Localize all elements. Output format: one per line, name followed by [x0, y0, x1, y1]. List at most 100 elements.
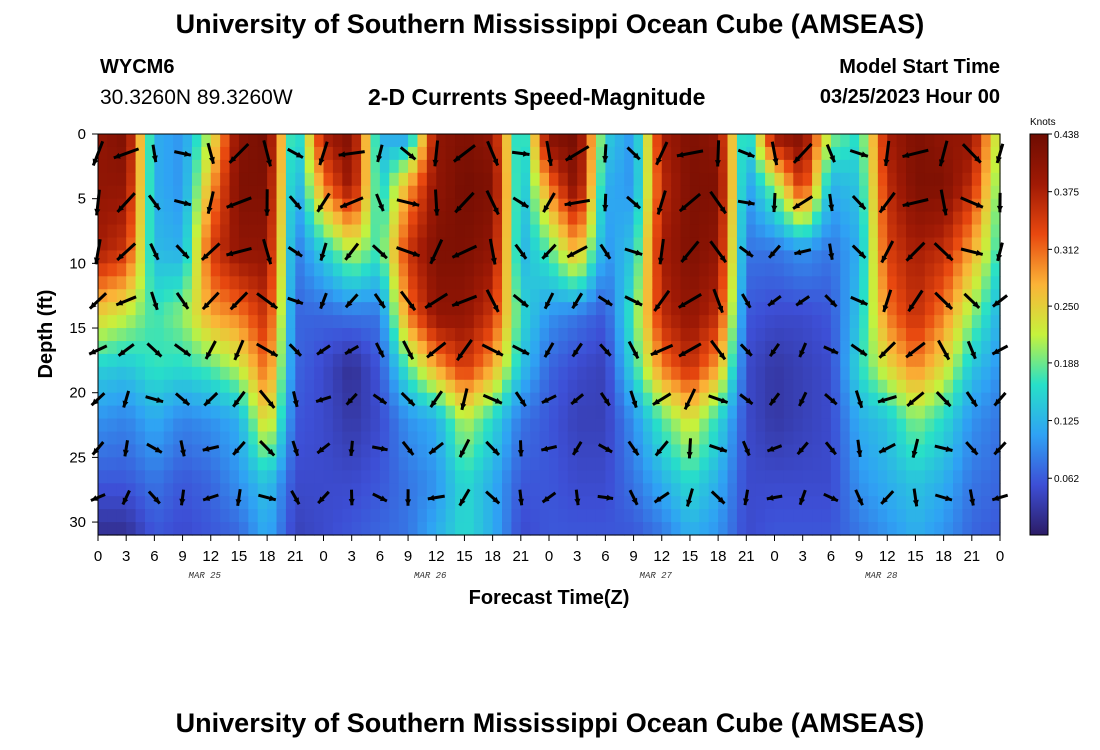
current-vector-arrow [574, 489, 581, 506]
heatmap-cell [793, 211, 804, 226]
heatmap-cell [887, 276, 898, 290]
heatmap-cell [304, 198, 315, 213]
heatmap-cell [361, 509, 372, 523]
heatmap-cell [135, 379, 146, 394]
heatmap-cell [614, 483, 625, 497]
heatmap-cell [323, 328, 334, 342]
heatmap-cell [445, 340, 456, 355]
heatmap-cell [802, 340, 813, 355]
current-vector-arrow [624, 295, 643, 307]
current-vector-arrow [514, 391, 527, 408]
heatmap-cell [755, 366, 766, 381]
heatmap-cell [144, 353, 155, 368]
heatmap-cell [765, 353, 776, 368]
heatmap-cell [812, 250, 823, 264]
current-vector-arrow [709, 339, 727, 361]
current-vector-arrow [851, 244, 867, 259]
heatmap-cell [859, 483, 870, 497]
heatmap-cell [699, 353, 710, 368]
heatmap-cell [971, 276, 982, 290]
heatmap-cell [182, 340, 193, 355]
heatmap-cell [229, 340, 240, 355]
heatmap-cell [511, 379, 522, 394]
heatmap-cell [361, 328, 372, 342]
heatmap-cell [736, 263, 747, 277]
heatmap-cell [323, 405, 334, 420]
heatmap-cell [689, 522, 700, 536]
heatmap-cell [464, 405, 475, 420]
heatmap-cell [332, 237, 343, 252]
heatmap-cell [793, 289, 804, 303]
heatmap-cell [718, 146, 729, 161]
current-vector-arrow [824, 294, 838, 308]
heatmap-cell [389, 457, 400, 471]
heatmap-cell [361, 353, 372, 368]
heatmap-cell [689, 198, 700, 213]
heatmap-cell [248, 431, 259, 446]
heatmap-cell [802, 483, 813, 497]
current-vector-arrow [878, 341, 897, 359]
heatmap-cell [483, 496, 494, 510]
heatmap-cell [107, 134, 118, 148]
current-vector-arrow [795, 295, 811, 307]
heatmap-cell [267, 315, 278, 329]
heatmap-cell [144, 431, 155, 446]
heatmap-cell [558, 185, 569, 200]
heatmap-cell [943, 379, 954, 394]
heatmap-cell [304, 509, 315, 523]
x-tick-label: 6 [376, 548, 384, 565]
heatmap-cell [351, 418, 362, 433]
heatmap-cell [229, 366, 240, 381]
heatmap-cell [887, 224, 898, 239]
heatmap-cell [924, 172, 935, 187]
heatmap-cell [671, 224, 682, 239]
heatmap-cell [314, 405, 325, 420]
heatmap-cell [191, 134, 202, 148]
heatmap-cell [361, 392, 372, 407]
colorbar-tick-label: 0.250 [1054, 302, 1079, 313]
heatmap-cell [98, 496, 108, 510]
heatmap-cell [802, 328, 813, 342]
heatmap-cell [295, 224, 306, 239]
heatmap-cell [718, 379, 729, 394]
heatmap-cell [539, 224, 550, 239]
heatmap-cell [765, 522, 776, 536]
heatmap-cell [191, 185, 202, 200]
heatmap-cell [502, 431, 513, 446]
heatmap-cell [361, 522, 372, 536]
heatmap-cell [727, 328, 738, 342]
heatmap-cell [163, 172, 174, 187]
heatmap-cell [924, 457, 935, 471]
heatmap-cell [962, 353, 973, 368]
current-vector-arrow [373, 293, 386, 309]
heatmap-cell [408, 483, 419, 497]
heatmap-cell [840, 483, 851, 497]
heatmap-cell [821, 444, 832, 458]
heatmap-cell [238, 353, 249, 368]
heatmap-cell [295, 211, 306, 226]
heatmap-cell [389, 276, 400, 290]
heatmap-cell [379, 509, 390, 523]
heatmap-cell [661, 483, 672, 497]
heatmap-cell [370, 250, 381, 264]
heatmap-cell [830, 431, 841, 446]
heatmap-cell [680, 353, 691, 368]
heatmap-cell [210, 211, 221, 226]
heatmap-cell [943, 522, 954, 536]
heatmap-cell [840, 198, 851, 213]
heatmap-cell [605, 470, 616, 484]
heatmap-cell [896, 159, 907, 174]
heatmap-cell [924, 198, 935, 213]
heatmap-cell [652, 211, 663, 226]
heatmap-cell [530, 483, 541, 497]
heatmap-cell [408, 328, 419, 342]
heatmap-cell [502, 159, 513, 174]
heatmap-cell [389, 340, 400, 355]
heatmap-cell [652, 185, 663, 200]
heatmap-cell [276, 405, 287, 420]
heatmap-cell [238, 366, 249, 381]
heatmap-cell [671, 289, 682, 303]
heatmap-cell [361, 302, 372, 316]
heatmap-cell [154, 263, 165, 277]
heatmap-cell [595, 379, 606, 394]
